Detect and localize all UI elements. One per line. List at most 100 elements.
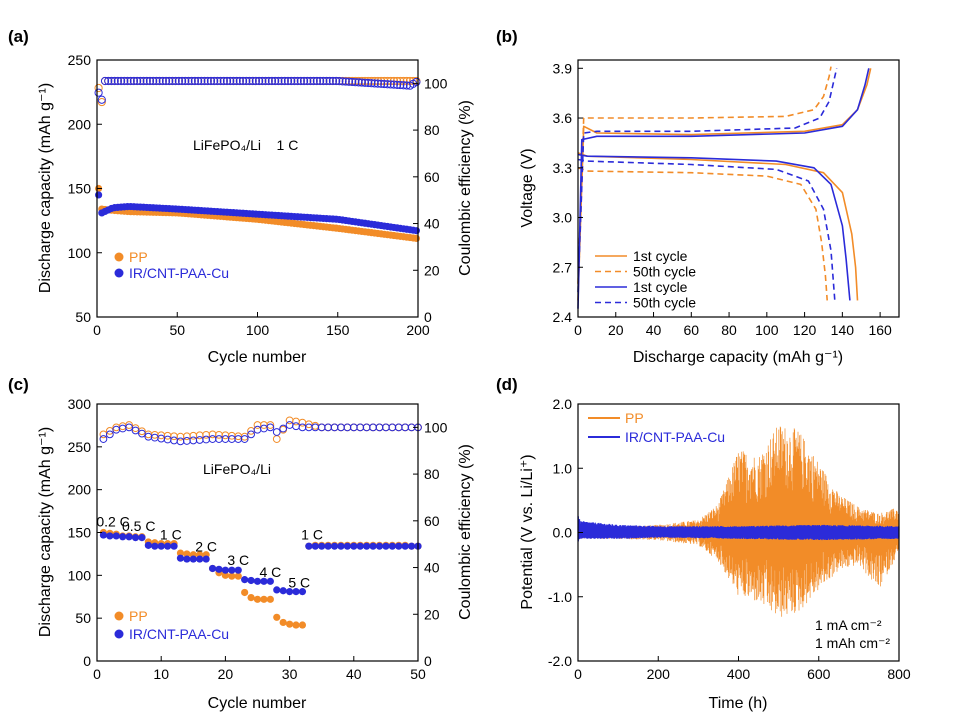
- efficiency-point-ir-cnt-paa-cu: [337, 423, 345, 432]
- efficiency-point-ir-cnt-paa-cu: [399, 81, 408, 90]
- legend-label-ir-cnt-paa-cu-50th-cycle: 50th cycle: [633, 295, 696, 311]
- efficiency-point-ir-cnt-paa-cu: [240, 435, 249, 443]
- capacity-point-pp: [234, 572, 242, 580]
- capacity-point-pp: [176, 549, 185, 557]
- efficiency-point-ir-cnt-paa-cu: [261, 76, 270, 86]
- capacity-point-ir-cnt-paa-cu: [286, 588, 294, 596]
- panel-a-y2-label: Coulombic efficiency (%): [457, 100, 474, 276]
- efficiency-point-ir-cnt-paa-cu: [168, 76, 177, 86]
- efficiency-point-ir-cnt-paa-cu: [267, 76, 277, 86]
- x-tick-label: 120: [793, 322, 817, 338]
- capacity-point-ir-cnt-paa-cu: [382, 542, 390, 550]
- capacity-point-ir-cnt-paa-cu: [350, 542, 358, 550]
- y-tick-label: 200: [68, 482, 92, 498]
- y2-tick-label: 100: [424, 419, 448, 435]
- panel-d-annotation-current: 1 mA cm⁻²: [815, 617, 882, 633]
- efficiency-point-ir-cnt-paa-cu: [139, 76, 148, 86]
- voltage-trace-pp: [577, 426, 900, 617]
- capacity-point-pp: [260, 595, 268, 603]
- efficiency-point-ir-cnt-paa-cu: [145, 76, 155, 86]
- efficiency-point-ir-cnt-paa-cu: [319, 76, 328, 86]
- efficiency-point-ir-cnt-paa-cu: [354, 78, 363, 87]
- y2-tick-label: 60: [424, 169, 440, 185]
- efficiency-point-ir-cnt-paa-cu: [351, 78, 360, 87]
- capacity-point-ir-cnt-paa-cu: [228, 566, 236, 574]
- efficiency-point-ir-cnt-paa-cu: [264, 76, 273, 86]
- capacity-point-ir-cnt-paa-cu: [375, 542, 384, 550]
- rate-label-1-c: 1 C: [301, 526, 323, 542]
- capacity-point-ir-cnt-paa-cu: [144, 541, 152, 549]
- capacity-point-pp: [412, 234, 420, 243]
- efficiency-point-ir-cnt-paa-cu: [357, 78, 366, 87]
- curve-pp-1st-cycle-discharge: [577, 152, 859, 301]
- efficiency-point-ir-cnt-paa-cu: [317, 423, 326, 432]
- efficiency-point-ir-cnt-paa-cu: [324, 423, 333, 432]
- efficiency-point-ir-cnt-paa-cu: [285, 421, 294, 429]
- efficiency-point-ir-cnt-paa-cu: [370, 79, 379, 88]
- capacity-point-ir-cnt-paa-cu: [337, 542, 345, 550]
- capacity-point-pp: [273, 613, 281, 621]
- efficiency-point-ir-cnt-paa-cu: [322, 76, 331, 86]
- y-tick-label: 250: [68, 439, 92, 455]
- capacity-point-ir-cnt-paa-cu: [247, 576, 255, 585]
- y-tick-label: 50: [75, 610, 91, 626]
- x-tick-label: 0: [574, 666, 582, 682]
- panel-c: 0 10 20 30 40 5005010015020025030002040608010…: [37, 396, 474, 712]
- efficiency-point-ir-cnt-paa-cu: [97, 95, 106, 104]
- efficiency-point-ir-cnt-paa-cu: [219, 76, 228, 86]
- efficiency-point-ir-cnt-paa-cu: [356, 423, 365, 432]
- efficiency-point-ir-cnt-paa-cu: [107, 76, 116, 86]
- efficiency-point-ir-cnt-paa-cu: [229, 76, 238, 86]
- efficiency-point-ir-cnt-paa-cu: [245, 76, 254, 86]
- efficiency-point-ir-cnt-paa-cu: [210, 76, 219, 86]
- efficiency-point-ir-cnt-paa-cu: [344, 77, 354, 86]
- curve-ir-cnt-paa-cu-1st-cycle-discharge: [577, 153, 851, 301]
- efficiency-point-ir-cnt-paa-cu: [412, 77, 421, 87]
- x-tick-label: 10: [153, 666, 169, 682]
- efficiency-point-ir-cnt-paa-cu: [120, 76, 129, 86]
- efficiency-point-ir-cnt-paa-cu: [203, 76, 212, 86]
- curve-ir-cnt-paa-cu-50th-cycle-discharge: [577, 158, 836, 301]
- y-tick-label: 3.9: [553, 60, 573, 76]
- panel-c-legend-ir: IR/CNT-PAA-Cu: [129, 626, 229, 642]
- capacity-point-ir-cnt-paa-cu: [279, 587, 287, 595]
- efficiency-point-ir-cnt-paa-cu: [138, 429, 146, 438]
- curve-ir-cnt-paa-cu-1st-cycle-charge: [577, 68, 870, 309]
- curve-ir-cnt-paa-cu-50th-cycle-charge: [577, 68, 838, 293]
- efficiency-point-ir-cnt-paa-cu: [287, 76, 296, 86]
- capacity-point-ir-cnt-paa-cu: [369, 542, 377, 550]
- capacity-point-ir-cnt-paa-cu: [176, 554, 185, 562]
- panel-d-marks: [577, 426, 900, 617]
- efficiency-point-ir-cnt-paa-cu: [279, 424, 288, 433]
- capacity-point-ir-cnt-paa-cu: [106, 532, 114, 540]
- rate-label-1-c: 1 C: [160, 526, 182, 542]
- panel-a-legend: PP IR/CNT-PAA-Cu: [114, 249, 229, 281]
- curve-pp-50th-cycle-charge: [577, 66, 832, 284]
- capacity-point-ir-cnt-paa-cu: [183, 555, 191, 563]
- efficiency-point-ir-cnt-paa-cu: [382, 423, 390, 432]
- efficiency-point-ir-cnt-paa-cu: [113, 76, 122, 86]
- curve-pp-50th-cycle-discharge: [577, 167, 828, 301]
- x-tick-label: 60: [684, 322, 700, 338]
- y2-tick-label: 20: [424, 606, 440, 622]
- panel-a-y-label: Discharge capacity (mAh g⁻¹): [37, 83, 54, 293]
- efficiency-point-ir-cnt-paa-cu: [389, 80, 399, 89]
- capacity-point-pp: [279, 618, 287, 627]
- panel-c-rate-labels: 0.2 C0.5 C 1 C 2 C 3 C 4 C 5 C 1 C: [96, 514, 323, 591]
- y-tick-label: 0.0: [553, 525, 573, 541]
- efficiency-point-ir-cnt-paa-cu: [373, 79, 382, 88]
- x-tick-label: 50: [169, 322, 185, 338]
- efficiency-point-ir-cnt-paa-cu: [202, 435, 211, 444]
- capacity-point-pp: [286, 620, 294, 628]
- capacity-point-pp: [241, 588, 249, 597]
- curve-pp-1st-cycle-charge: [577, 68, 872, 301]
- efficiency-point-ir-cnt-paa-cu: [325, 76, 334, 86]
- capacity-point-pp: [247, 594, 255, 602]
- y-tick-label: 100: [68, 245, 92, 261]
- capacity-point-ir-cnt-paa-cu: [356, 542, 364, 550]
- efficiency-point-ir-cnt-paa-cu: [343, 423, 352, 432]
- efficiency-point-ir-cnt-paa-cu: [362, 423, 371, 432]
